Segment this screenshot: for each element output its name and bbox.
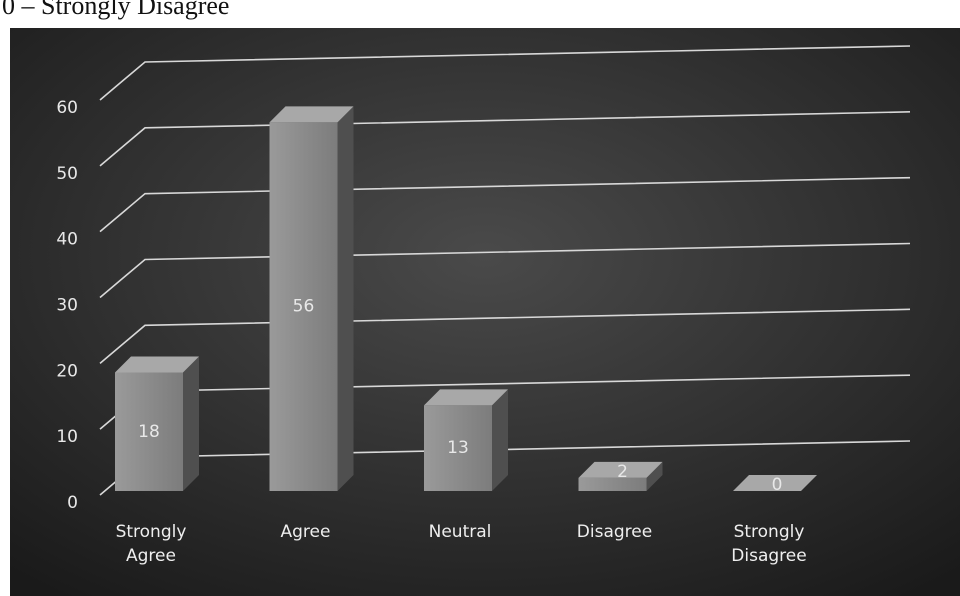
bar [424, 405, 492, 491]
bar [269, 122, 338, 491]
x-tick-label: Strongly Agree [115, 522, 187, 566]
bar-side [492, 389, 508, 491]
data-label: 0 [772, 475, 783, 495]
bar-top [578, 461, 663, 478]
grid-line [99, 242, 911, 299]
grid-line [99, 45, 911, 101]
x-tick-label: Agree [280, 522, 331, 542]
bar-top [269, 106, 354, 123]
x-tick-label: Disagree [576, 522, 653, 542]
y-tick-label: 20 [56, 361, 78, 381]
caption: 0 – Strongly Disagree [2, 0, 229, 20]
bar-top [115, 356, 199, 373]
grid-line [99, 176, 911, 233]
data-label: 13 [447, 438, 469, 458]
bar [115, 372, 183, 491]
y-tick-label: 10 [56, 427, 78, 447]
grid-line [99, 111, 911, 167]
y-tick-label: 0 [67, 493, 78, 513]
bar-side [337, 106, 354, 491]
grid-line [99, 308, 911, 364]
y-tick-label: 40 [56, 230, 78, 250]
y-tick-label: 50 [56, 164, 78, 184]
bar-top [733, 475, 817, 491]
bar [578, 477, 647, 491]
data-label: 56 [293, 297, 315, 317]
x-tick-label: Strongly Disagree [731, 522, 807, 566]
y-tick-label: 30 [56, 296, 78, 316]
data-label: 2 [617, 462, 628, 482]
x-tick-label: Neutral [428, 522, 492, 542]
bar-side [646, 461, 663, 491]
bar-top [424, 389, 508, 406]
y-tick-label: 60 [56, 98, 78, 118]
bar-side [183, 356, 199, 491]
data-label: 18 [138, 422, 160, 442]
